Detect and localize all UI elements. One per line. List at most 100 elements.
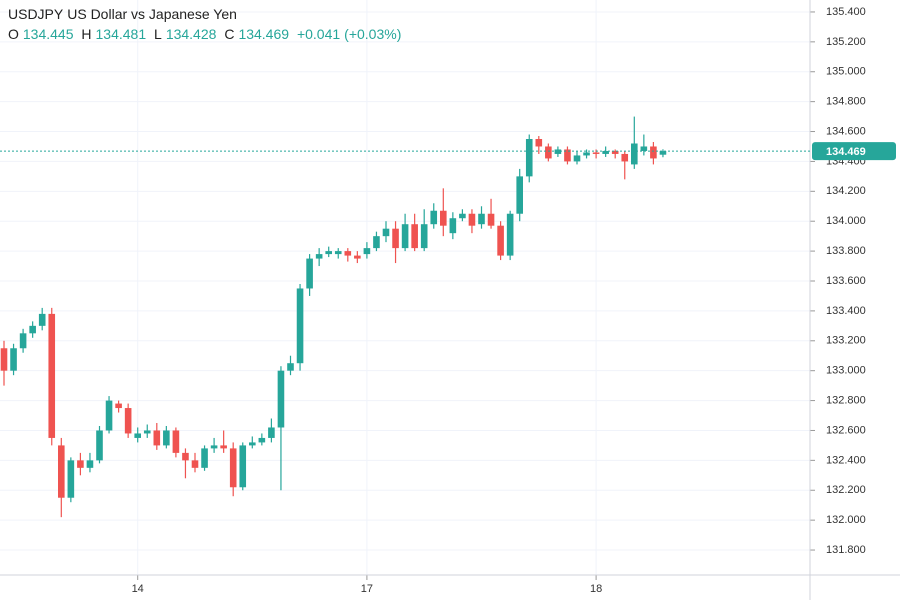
candle-body [344, 251, 352, 256]
candle-body [96, 430, 103, 461]
y-tick-label: 132.400 [826, 454, 866, 466]
candle-body [631, 143, 638, 165]
candle-body [363, 248, 371, 255]
y-tick-label: 133.800 [826, 245, 866, 257]
candle-body [592, 152, 600, 154]
candle-body [268, 427, 275, 438]
candle-body [163, 430, 170, 446]
candle-body [525, 139, 533, 177]
change: +0.041 [296, 26, 341, 42]
last-price-label: 134.469 [826, 146, 866, 158]
candle-body [392, 228, 399, 249]
candle-body [573, 155, 581, 162]
candle-body [77, 460, 84, 468]
candle-body [48, 313, 56, 438]
candle-body [440, 210, 447, 226]
x-tick-label: 17 [361, 583, 373, 595]
candle-body [611, 150, 619, 154]
candle-body [459, 213, 466, 219]
candle-body [306, 258, 313, 289]
candle-body [277, 370, 285, 428]
candle-body [535, 139, 543, 147]
candle-body [659, 151, 667, 155]
candle-body [516, 176, 523, 214]
candle-body [134, 433, 141, 438]
candle-body [249, 442, 256, 446]
description: US Dollar vs Japanese Yen [67, 6, 237, 22]
candle-body [143, 430, 151, 434]
candle-body [191, 460, 199, 468]
candle-body [38, 313, 46, 326]
candle-body [29, 325, 36, 334]
y-tick-label: 133.400 [826, 305, 866, 317]
candle-body [382, 228, 390, 237]
legend: USDJPY US Dollar vs Japanese Yen O 134.445… [8, 4, 405, 44]
candle-body [487, 213, 495, 226]
y-tick-label: 133.600 [826, 275, 866, 287]
candle-body [258, 437, 266, 443]
ohlc-value: 134.428 [165, 26, 217, 42]
change-pct: (+0.03%) [344, 26, 402, 42]
candle-body [583, 152, 590, 156]
y-tick-label: 134.800 [826, 96, 866, 108]
candle-body [220, 445, 227, 449]
candle-body [334, 251, 342, 255]
x-tick-label: 14 [132, 583, 144, 595]
candle-body [86, 460, 94, 468]
candle-body [640, 146, 648, 151]
y-tick-label: 134.200 [826, 185, 866, 197]
ohlc-label: C [224, 26, 235, 42]
candle-body [115, 403, 122, 409]
y-tick-label: 133.200 [826, 335, 866, 347]
candle-body [401, 224, 409, 249]
candle-body [105, 400, 113, 431]
candle-body [172, 430, 180, 453]
y-tick-label: 135.000 [826, 66, 866, 78]
candle-body [229, 448, 237, 488]
candle-body [545, 146, 552, 159]
candle-body [58, 445, 65, 498]
candle-body [497, 225, 504, 256]
y-tick-label: 133.000 [826, 365, 866, 377]
y-tick-label: 132.000 [826, 514, 866, 526]
y-tick-label: 135.200 [826, 36, 866, 48]
candle-body [124, 408, 132, 434]
candle-body [564, 149, 571, 162]
candle-body [478, 213, 485, 225]
candle-body [19, 333, 27, 349]
candle-body [10, 348, 17, 371]
y-tick-label: 132.200 [826, 484, 866, 496]
candle-body [182, 452, 189, 461]
candle-body [0, 348, 8, 371]
ohlc-label: L [154, 26, 162, 42]
ohlc-value: 134.445 [22, 26, 74, 42]
last-price-box [812, 142, 896, 161]
ohlc-label: O [8, 26, 19, 42]
candle-body [506, 213, 514, 256]
candle-body [315, 254, 323, 259]
candle-body [554, 149, 562, 154]
candle-body [602, 150, 609, 154]
candle-body [468, 213, 476, 226]
candle-body [650, 146, 657, 159]
candle-body [210, 445, 218, 449]
candle-body [325, 251, 332, 255]
y-tick-label: 134.600 [826, 125, 866, 137]
candle-body [430, 210, 438, 225]
candle-body [420, 224, 428, 249]
y-tick-label: 131.800 [826, 544, 866, 556]
y-tick-label: 132.600 [826, 424, 866, 436]
y-tick-label: 134.000 [826, 215, 866, 227]
ohlc-value: 134.481 [95, 26, 147, 42]
candle-body [354, 255, 361, 259]
ohlc-row: O 134.445 H 134.481 L 134.428 C 134.469 +0.0… [8, 24, 405, 44]
candle-body [621, 153, 629, 162]
candle-body [239, 445, 247, 488]
y-tick-label: 135.400 [826, 6, 866, 18]
candle-body [296, 288, 304, 364]
ohlc-label: H [81, 26, 92, 42]
y-tick-label: 132.800 [826, 394, 866, 406]
x-tick-label: 18 [590, 583, 602, 595]
